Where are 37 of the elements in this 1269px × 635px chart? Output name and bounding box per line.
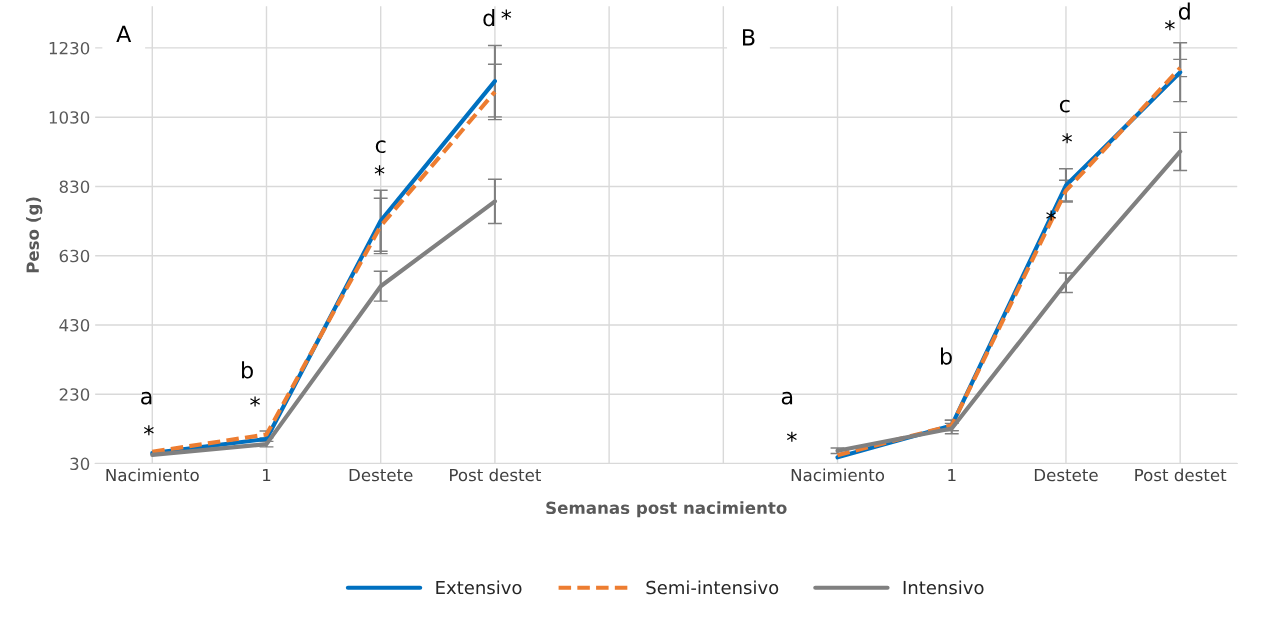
x-tick-label: 1 bbox=[948, 468, 956, 482]
legend-label: Intensivo bbox=[903, 580, 984, 595]
annotation: * bbox=[786, 431, 797, 442]
x-tick-label: Nacimiento bbox=[791, 468, 885, 482]
x-tick-label: Destete bbox=[1034, 468, 1098, 482]
x-tick-label: Post destet bbox=[450, 468, 542, 482]
x-tick-label: Nacimiento bbox=[106, 468, 199, 482]
annotation: * bbox=[374, 165, 385, 176]
annotation: * bbox=[1165, 20, 1175, 31]
y-tick-label: 630 bbox=[59, 249, 90, 263]
annotation: * bbox=[250, 396, 260, 407]
y-tick-label: 830 bbox=[59, 180, 90, 194]
y-tick-label: 30 bbox=[70, 457, 90, 471]
x-axis-title: Semanas post nacimiento bbox=[546, 501, 787, 518]
y-tick-label: 230 bbox=[59, 388, 90, 401]
annotation: * bbox=[501, 9, 512, 20]
annotation: b bbox=[242, 361, 253, 379]
y-tick-label: 430 bbox=[59, 318, 90, 332]
annotation: d bbox=[483, 9, 495, 27]
annotation: c bbox=[1059, 99, 1070, 113]
annotation: * bbox=[143, 425, 154, 436]
x-tick-label: Post destet bbox=[1135, 468, 1227, 482]
annotation: a bbox=[141, 391, 152, 405]
x-tick-label: 1 bbox=[263, 468, 271, 482]
annotation: d bbox=[1178, 2, 1190, 20]
annotation: B bbox=[743, 29, 755, 46]
y-axis-title: Peso (g) bbox=[26, 197, 43, 273]
y-tick-label: 1030 bbox=[49, 111, 90, 124]
annotation: * bbox=[1062, 133, 1072, 144]
y-tick-label: 1230 bbox=[49, 41, 90, 55]
legend-label: Semi-intensivo bbox=[646, 580, 779, 595]
legend-label: Extensivo bbox=[436, 580, 522, 595]
annotation: b bbox=[941, 347, 952, 365]
annotation: A bbox=[116, 25, 132, 42]
annotation: c bbox=[375, 140, 386, 154]
annotation: a bbox=[781, 391, 793, 405]
x-tick-label: Destete bbox=[349, 468, 413, 482]
